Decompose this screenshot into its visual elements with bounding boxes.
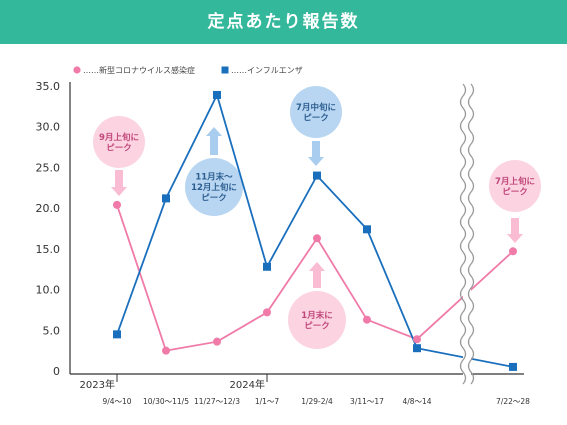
annotation-bubble (489, 160, 541, 212)
data-point (263, 262, 271, 271)
data-point (363, 225, 371, 234)
annotations-layer: 9月上旬にピーク11月末〜12月上旬にピーク7月中旬にピーク1月末にピーク7月上… (93, 86, 541, 349)
annotation-arrow (206, 127, 222, 155)
y-tick-label: 35.0 (36, 80, 61, 93)
chart-legend: ……新型コロナウイルス感染症 ……インフルエンザ (73, 65, 303, 75)
data-point (113, 330, 121, 339)
annotation-bubble (93, 116, 145, 168)
x-tick-label: 7/22〜28 (496, 397, 530, 406)
annotation-bubble (290, 86, 342, 138)
axis-break-wave (459, 83, 467, 385)
annotation-text: ピーク (106, 142, 132, 153)
x-tick-label: 4/8〜14 (402, 397, 431, 406)
data-point (213, 90, 221, 99)
data-point (509, 362, 517, 371)
annotation-arrow (309, 262, 325, 288)
x-tick-label: 9/4〜10 (102, 397, 131, 406)
axis-labels-layer: 0 5.0 10.0 15.0 20.0 25.0 30.0 35.0 9/4〜10 10/30〜… (36, 80, 531, 406)
axis-break (459, 83, 475, 385)
annotation-text: 9月上旬に (99, 132, 139, 143)
x-tick-label: 3/11〜17 (350, 397, 384, 406)
y-tick-label: 0 (53, 365, 60, 378)
x-tick-label: 1/1〜7 (255, 397, 280, 406)
series-markers-layer (113, 90, 517, 371)
series-lines-layer (116, 92, 514, 368)
data-point (413, 335, 421, 344)
annotation-text: ピーク (201, 193, 227, 204)
annotation-text: ピーク (303, 112, 329, 123)
y-tick-label: 20.0 (36, 202, 61, 215)
y-tick-label: 25.0 (36, 161, 61, 174)
year-label: 2023年 (80, 378, 115, 391)
data-point (509, 247, 517, 256)
data-point (413, 344, 421, 353)
year-label: 2024年 (230, 378, 265, 391)
annotation-text: 12月上旬に (191, 182, 237, 193)
annotation-arrow (507, 218, 523, 243)
y-tick-label: 5.0 (43, 324, 61, 337)
data-point (113, 200, 121, 209)
legend-label: ……新型コロナウイルス感染症 (83, 65, 195, 75)
data-point (313, 171, 321, 180)
annotation-text: 7月上旬に (495, 176, 535, 187)
data-point (313, 234, 321, 243)
axis-break-wave (467, 83, 475, 385)
data-point (363, 315, 371, 324)
data-point (162, 194, 170, 203)
data-point (162, 346, 170, 355)
annotation-text: ピーク (304, 320, 330, 331)
chart-title: 定点あたり報告数 (0, 0, 567, 44)
legend-label: ……インフルエンザ (231, 66, 303, 75)
data-point (263, 308, 271, 317)
annotation-arrow (308, 141, 324, 166)
series-line (116, 92, 514, 368)
annotation-bubble (185, 158, 243, 216)
data-point (213, 337, 221, 346)
annotation-text: 11月末〜 (195, 172, 233, 183)
x-tick-label: 11/27〜12/3 (194, 397, 240, 406)
y-tick-label: 30.0 (36, 121, 61, 134)
annotation-arrow (111, 170, 127, 196)
series-line (116, 204, 514, 352)
annotation-text: 1月末に (301, 310, 332, 321)
y-tick-label: 10.0 (36, 284, 61, 297)
axis-break-gap (463, 84, 471, 380)
legend-marker (221, 66, 229, 74)
annotation-bubble (288, 291, 346, 349)
y-tick-label: 15.0 (36, 243, 61, 256)
legend-marker (73, 66, 81, 74)
x-tick-label: 10/30〜11/5 (143, 397, 189, 406)
x-tick-label: 1/29-2/4 (301, 397, 333, 406)
annotation-text: ピーク (502, 186, 528, 197)
annotation-text: 7月中旬に (296, 102, 336, 113)
